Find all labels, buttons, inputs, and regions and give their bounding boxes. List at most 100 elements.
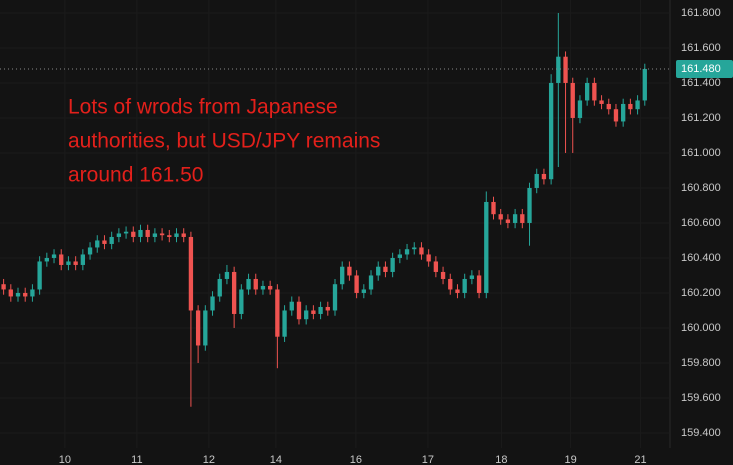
candle-body bbox=[635, 100, 640, 110]
x-tick-label: 12 bbox=[203, 454, 215, 465]
candle-body bbox=[15, 292, 21, 297]
x-tick-label: 17 bbox=[422, 454, 434, 465]
y-tick-label: 161.400 bbox=[681, 77, 721, 89]
y-tick-label: 160.600 bbox=[681, 217, 721, 229]
candle-body bbox=[174, 233, 179, 237]
candle-body bbox=[87, 247, 93, 255]
candle-body bbox=[325, 306, 330, 311]
candle-body bbox=[584, 82, 590, 101]
candle-body bbox=[44, 257, 49, 262]
candle-body bbox=[462, 278, 467, 293]
candle-body bbox=[318, 306, 323, 314]
y-tick-label: 161.200 bbox=[681, 112, 721, 124]
x-tick-label: 14 bbox=[270, 454, 282, 465]
candle-body bbox=[419, 247, 424, 255]
candle-body bbox=[642, 68, 647, 101]
candle-body bbox=[37, 261, 42, 290]
candle-body bbox=[1, 284, 6, 290]
candle-body bbox=[73, 261, 78, 265]
candle-body bbox=[621, 103, 626, 122]
candle-body bbox=[606, 103, 611, 110]
annotation: around 161.50 bbox=[68, 164, 203, 187]
candle-body bbox=[66, 261, 71, 265]
candle-body bbox=[361, 289, 366, 293]
candle-body bbox=[8, 289, 13, 297]
y-tick-label: 159.600 bbox=[681, 392, 721, 404]
candle-body bbox=[102, 240, 107, 244]
x-tick-label: 18 bbox=[495, 454, 507, 465]
candle-body bbox=[268, 285, 273, 290]
candle-body bbox=[592, 82, 597, 101]
candle-body bbox=[30, 289, 35, 297]
candle-body bbox=[23, 292, 28, 297]
y-tick-label: 159.400 bbox=[681, 427, 721, 439]
candle-body bbox=[109, 236, 114, 244]
last-price-box bbox=[676, 59, 733, 78]
candle-body bbox=[304, 310, 309, 320]
candle-body bbox=[145, 229, 150, 237]
y-tick-label: 161.000 bbox=[681, 147, 721, 159]
candle-body bbox=[448, 278, 453, 290]
y-tick-label: 160.200 bbox=[681, 287, 721, 299]
candle-body bbox=[556, 56, 561, 83]
y-tick-label: 159.800 bbox=[681, 357, 721, 369]
candle-body bbox=[311, 310, 316, 314]
candle-body bbox=[397, 254, 402, 258]
candle-body bbox=[123, 231, 129, 234]
candle-body bbox=[498, 214, 503, 220]
candle-body bbox=[260, 285, 266, 290]
candle-body bbox=[340, 266, 345, 285]
candle-body bbox=[282, 310, 287, 337]
candle-body bbox=[412, 247, 417, 250]
candle-body bbox=[332, 284, 338, 311]
candle-body bbox=[195, 310, 201, 346]
last-price-label: 161.480 bbox=[681, 63, 721, 75]
candle-body bbox=[51, 254, 57, 258]
candle-body bbox=[433, 261, 439, 272]
candle-body bbox=[368, 275, 374, 290]
x-tick-label: 21 bbox=[634, 454, 646, 465]
candle-body bbox=[628, 103, 633, 110]
candle-body bbox=[231, 271, 237, 314]
candle-body bbox=[275, 289, 280, 337]
candle-body bbox=[520, 214, 525, 223]
candle-body bbox=[426, 254, 431, 262]
x-tick-label: 16 bbox=[350, 454, 362, 465]
candle-body bbox=[527, 187, 532, 223]
candle-body bbox=[354, 275, 359, 293]
candle-body bbox=[376, 266, 381, 276]
y-tick-label: 160.400 bbox=[681, 252, 721, 264]
candle-body bbox=[59, 254, 64, 265]
candle-body bbox=[440, 271, 446, 279]
candle-body bbox=[484, 201, 489, 293]
candle-body bbox=[548, 82, 554, 180]
candle-body bbox=[296, 301, 302, 320]
candle-body bbox=[95, 240, 100, 248]
candle-body bbox=[390, 257, 395, 272]
candle-body bbox=[512, 214, 518, 223]
candle-body bbox=[152, 233, 158, 237]
y-tick-label: 161.600 bbox=[681, 42, 721, 54]
candle-body bbox=[181, 233, 186, 237]
annotation: authorities, but USD/JPY remains bbox=[68, 130, 380, 153]
candle-body bbox=[455, 289, 460, 293]
x-tick-label: 19 bbox=[564, 454, 576, 465]
candle-body bbox=[599, 100, 604, 104]
candle-body bbox=[534, 173, 539, 188]
candle-body bbox=[239, 289, 244, 314]
y-tick-label: 160.000 bbox=[681, 322, 721, 334]
candle-body bbox=[131, 231, 136, 237]
candle-body bbox=[80, 254, 86, 265]
candle-body bbox=[203, 310, 208, 346]
candle-body bbox=[167, 235, 172, 237]
candle-body bbox=[210, 296, 215, 311]
candle-body bbox=[159, 233, 165, 236]
candle-body bbox=[570, 82, 575, 118]
candle-body bbox=[563, 56, 568, 83]
candle-body bbox=[505, 219, 511, 223]
candle-body bbox=[404, 249, 410, 255]
y-tick-label: 161.800 bbox=[681, 7, 721, 19]
